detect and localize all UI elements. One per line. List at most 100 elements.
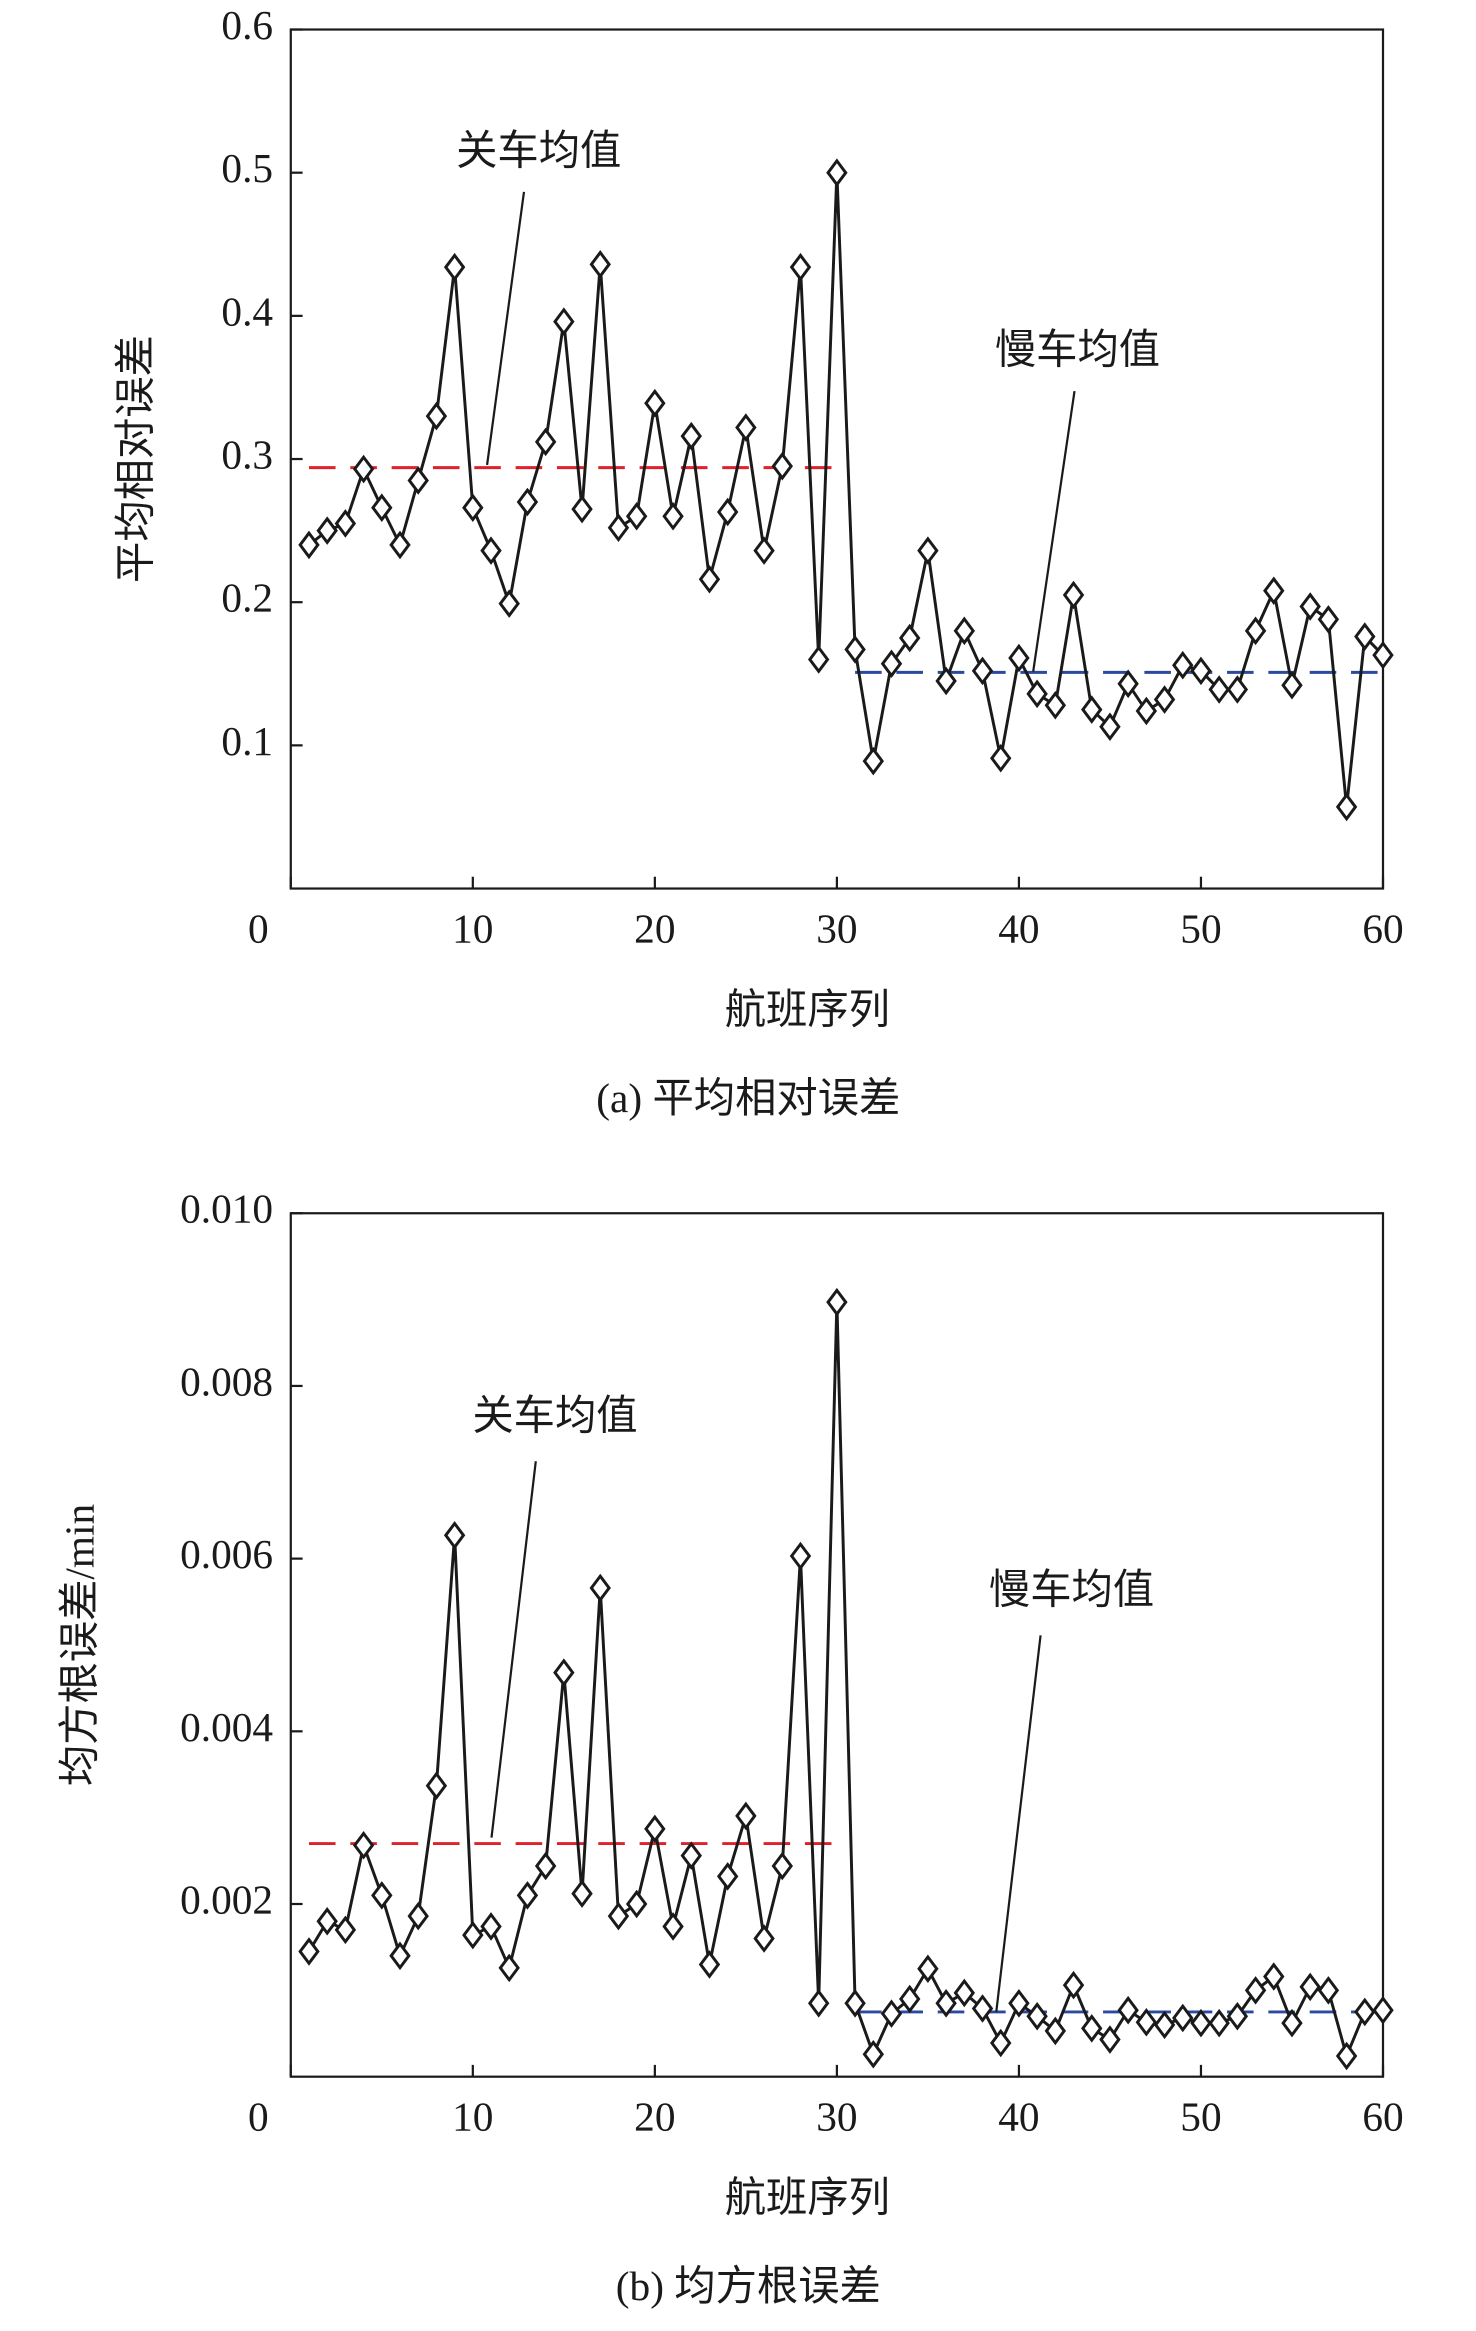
leader-line <box>995 1635 1042 2012</box>
y-tick-label: 0.1 <box>221 718 273 764</box>
marker <box>1099 712 1121 742</box>
marker <box>553 1658 575 1687</box>
mean-label: 慢车均值 <box>995 327 1160 373</box>
caption: (b) 均方根误差 <box>616 2263 881 2310</box>
x-tick-label: 50 <box>1180 905 1221 951</box>
marker <box>1263 1962 1285 1991</box>
marker <box>1281 2008 1303 2038</box>
y-tick-label: 0.002 <box>180 1876 273 1922</box>
marker <box>990 743 1012 773</box>
marker <box>735 1801 757 1831</box>
marker <box>389 1941 411 1971</box>
x-tick-label: 10 <box>452 905 493 951</box>
marker <box>443 1521 466 1550</box>
y-tick-label: 0.006 <box>180 1531 273 1577</box>
marker <box>1190 2008 1212 2038</box>
marker <box>534 427 557 457</box>
marker <box>1244 1976 1267 2005</box>
marker <box>1081 695 1103 724</box>
marker <box>334 509 357 538</box>
marker <box>1317 605 1340 634</box>
marker <box>1044 2016 1067 2046</box>
marker <box>862 2039 884 2069</box>
marker <box>1135 696 1158 726</box>
marker <box>1099 2025 1121 2054</box>
marker <box>352 454 375 484</box>
marker <box>1226 675 1249 704</box>
y-tick-label: 0.008 <box>180 1358 273 1404</box>
marker <box>826 158 848 187</box>
y-tick-label: 0.3 <box>221 432 273 478</box>
marker <box>298 1937 320 1966</box>
x-tick-label: 30 <box>816 2093 857 2139</box>
marker <box>443 252 466 282</box>
marker <box>407 1901 429 1931</box>
marker <box>352 1831 375 1860</box>
marker <box>534 1851 557 1881</box>
marker <box>917 1954 939 1984</box>
marker <box>425 401 448 431</box>
marker <box>917 536 939 565</box>
x-tick-label: 40 <box>998 2093 1039 2139</box>
marker <box>789 252 812 282</box>
marker <box>1299 1972 1321 2002</box>
marker <box>1026 679 1048 709</box>
marker <box>498 589 520 618</box>
marker <box>1008 643 1030 673</box>
marker <box>753 536 775 565</box>
x-axis-label: 航班序列 <box>725 2175 890 2221</box>
marker <box>1299 592 1321 621</box>
marker <box>1062 580 1085 610</box>
x-tick-label: 10 <box>452 2093 493 2139</box>
marker <box>389 530 411 560</box>
marker <box>771 451 793 481</box>
series-line <box>308 172 1385 808</box>
x-tick-label: 60 <box>1362 905 1403 951</box>
mean-label: 关车均值 <box>472 1392 637 1438</box>
marker <box>1335 792 1358 822</box>
marker <box>1372 1995 1394 2025</box>
marker <box>716 1862 739 1891</box>
x-axis-label: 航班序列 <box>725 986 890 1032</box>
x-tick-label: 20 <box>634 2093 675 2139</box>
marker <box>1281 670 1303 700</box>
marker <box>953 1978 976 2008</box>
marker <box>625 1889 648 1919</box>
marker <box>807 1989 830 2018</box>
marker <box>1172 2003 1194 2033</box>
marker <box>589 250 611 279</box>
marker <box>990 2028 1012 2058</box>
marker <box>680 1841 702 1870</box>
marker <box>880 649 903 679</box>
marker <box>589 1573 611 1603</box>
marker <box>1153 2010 1176 2040</box>
marker <box>316 516 338 545</box>
marker <box>826 1287 848 1317</box>
marker <box>1208 2008 1230 2038</box>
marker <box>899 623 921 653</box>
y-axis-label: 均方根误差/min <box>57 1503 103 1786</box>
marker <box>1062 1970 1085 2000</box>
x-tick-label: 20 <box>634 905 675 951</box>
x-tick-label: 0 <box>248 2093 269 2139</box>
marker <box>644 388 666 418</box>
marker <box>1081 2014 1103 2043</box>
marker <box>1354 1997 1376 2027</box>
marker <box>844 635 866 664</box>
marker <box>880 1999 903 2028</box>
marker <box>662 1912 684 1941</box>
y-tick-label: 0.5 <box>221 145 273 191</box>
marker <box>735 413 757 442</box>
x-tick-label: 30 <box>816 905 857 951</box>
marker <box>607 1901 630 1931</box>
y-axis-label: 平均相对误差 <box>113 335 159 583</box>
marker <box>1008 1989 1030 2018</box>
marker <box>935 1989 957 2018</box>
marker <box>425 1771 448 1800</box>
marker <box>334 1915 357 1945</box>
marker <box>1117 669 1139 699</box>
marker <box>553 307 575 336</box>
marker <box>1244 616 1267 646</box>
